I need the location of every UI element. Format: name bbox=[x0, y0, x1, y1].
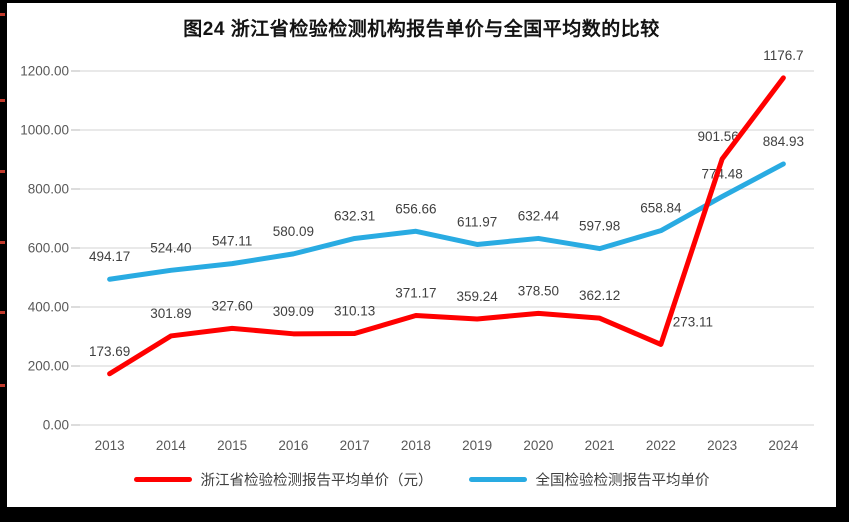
data-label: 901.56 bbox=[697, 129, 738, 144]
data-label: 884.93 bbox=[763, 134, 804, 149]
data-label: 362.12 bbox=[579, 288, 620, 303]
data-label: 371.17 bbox=[395, 286, 436, 301]
edge-mark bbox=[0, 384, 5, 387]
series-line-national bbox=[107, 161, 786, 282]
data-label: 774.48 bbox=[701, 167, 742, 182]
chart-title: 图24 浙江省检验检测机构报告单价与全国平均数的比较 bbox=[183, 19, 660, 40]
data-label: 597.98 bbox=[579, 219, 620, 234]
y-axis-label: 400.00 bbox=[28, 300, 69, 315]
data-label: 327.60 bbox=[211, 298, 252, 313]
data-label: 632.31 bbox=[334, 208, 375, 223]
national-line-swatch bbox=[468, 477, 527, 482]
x-axis-label: 2018 bbox=[401, 438, 431, 453]
data-label: 309.09 bbox=[273, 304, 314, 319]
x-axis-label: 2016 bbox=[278, 438, 308, 453]
legend-label-national: 全国检验检测报告平均单价 bbox=[535, 473, 710, 489]
x-axis-label: 2020 bbox=[523, 438, 553, 453]
data-label: 547.11 bbox=[212, 234, 252, 249]
data-label: 524.40 bbox=[150, 240, 191, 255]
data-label: 301.89 bbox=[150, 306, 191, 321]
chart-panel: 图24 浙江省检验检测机构报告单价与全国平均数的比较 0.00 200.00 400… bbox=[7, 3, 836, 507]
y-axis-label: 1000.00 bbox=[20, 123, 69, 138]
y-axis-label: 800.00 bbox=[28, 182, 69, 197]
data-label: 494.17 bbox=[89, 249, 130, 264]
data-label: 173.69 bbox=[89, 344, 130, 359]
y-axis-label: 1200.00 bbox=[20, 64, 69, 79]
x-axis-label: 2024 bbox=[768, 438, 799, 453]
data-label: 632.44 bbox=[518, 208, 560, 223]
x-axis-label: 2021 bbox=[585, 438, 615, 453]
data-label: 378.50 bbox=[518, 283, 559, 298]
data-label: 580.09 bbox=[273, 224, 314, 239]
y-axis-label: 0.00 bbox=[43, 418, 69, 433]
series-line-zhejiang bbox=[107, 75, 786, 377]
data-label: 1176.7 bbox=[763, 48, 803, 63]
edge-mark bbox=[0, 99, 5, 102]
zhejiang-line-swatch bbox=[133, 477, 192, 482]
data-label: 658.84 bbox=[640, 201, 682, 216]
data-label: 359.24 bbox=[456, 289, 498, 304]
data-label: 656.66 bbox=[395, 201, 436, 216]
x-axis-label: 2022 bbox=[646, 438, 676, 453]
data-label: 273.11 bbox=[673, 314, 713, 329]
x-axis-label: 2017 bbox=[340, 438, 370, 453]
line-chart: 0.00 200.00 400.00 600.00 800.00 1000.00 1200.… bbox=[20, 48, 814, 453]
legend-item-zhejiang: 浙江省检验检测报告平均单价（元） bbox=[133, 469, 433, 490]
x-axis-label: 2013 bbox=[95, 438, 125, 453]
legend-item-national: 全国检验检测报告平均单价 bbox=[468, 469, 710, 490]
legend-label-zhejiang: 浙江省检验检测报告平均单价（元） bbox=[200, 473, 433, 489]
edge-mark bbox=[0, 311, 5, 314]
x-axis-label: 2019 bbox=[462, 438, 492, 453]
x-axis-label: 2015 bbox=[217, 438, 247, 453]
edge-mark bbox=[0, 170, 5, 173]
x-axis-label: 2023 bbox=[707, 438, 737, 453]
y-axis-label: 600.00 bbox=[28, 241, 69, 256]
data-label: 611.97 bbox=[457, 214, 497, 229]
edge-mark bbox=[0, 13, 5, 16]
y-axis-label: 200.00 bbox=[28, 359, 69, 374]
x-axis-label: 2014 bbox=[156, 438, 187, 453]
edge-mark bbox=[0, 241, 5, 244]
data-label: 310.13 bbox=[334, 304, 375, 319]
chart-legend: 浙江省检验检测报告平均单价（元） 全国检验检测报告平均单价 bbox=[7, 469, 836, 490]
